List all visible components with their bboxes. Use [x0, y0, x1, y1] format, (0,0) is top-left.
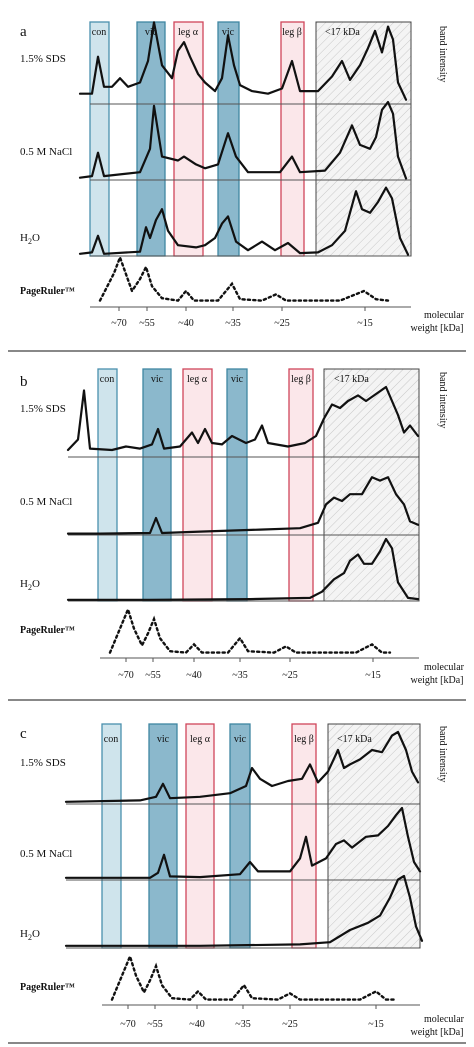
band-region-leg-beta	[288, 368, 314, 602]
band-label-leg-alpha: leg α	[187, 374, 208, 385]
band-region-vic	[142, 368, 172, 602]
band-region-small	[323, 368, 420, 602]
x-axis-label: molecular weight [kDa]	[410, 310, 464, 334]
trace-pageruler	[110, 952, 396, 1001]
y-axis-label: band intensity	[437, 372, 448, 428]
x-axis-label: molecular weight [kDa]	[410, 1014, 464, 1038]
band-label-small: <17 kDa	[334, 374, 369, 385]
series-label-nacl: 0.5 M NaCl	[20, 496, 72, 508]
x-tick-label: ~15	[357, 318, 372, 329]
x-axis-label: molecular weight [kDa]	[410, 662, 464, 686]
band-label-vic: vic	[234, 734, 247, 745]
band-region-leg-beta	[280, 21, 305, 257]
panel-c: c con vic leg α vic leg β <17 kDa 1.5% S…	[20, 723, 465, 1038]
x-tick-label: ~35	[235, 1019, 250, 1030]
x-tick-label: ~70	[111, 318, 126, 329]
panel-a: a con vic leg α vic leg β <17 kDa 1.5% S…	[20, 21, 465, 334]
x-tick-label: ~55	[139, 318, 154, 329]
x-tick-label: ~25	[282, 1019, 297, 1030]
x-tick-label: ~40	[186, 670, 201, 681]
series-label-sds: 1.5% SDS	[20, 403, 66, 415]
trace-nacl	[66, 476, 420, 535]
x-tick-label: ~35	[232, 670, 247, 681]
trace-h2o	[64, 874, 424, 947]
series-label-nacl: 0.5 M NaCl	[20, 848, 72, 860]
series-label-sds: 1.5% SDS	[20, 53, 66, 65]
band-label-leg-beta: leg β	[291, 374, 311, 385]
band-label-small: <17 kDa	[325, 27, 360, 38]
band-region-leg-alpha	[173, 21, 204, 257]
band-region-con	[89, 21, 110, 257]
trace-sds	[78, 21, 408, 101]
band-region-con	[97, 368, 118, 602]
x-tick-label: ~40	[178, 318, 193, 329]
band-region-leg-alpha	[182, 368, 213, 602]
x-tick-label: ~70	[118, 670, 133, 681]
trace-pageruler	[108, 605, 392, 654]
panel-letter: a	[20, 24, 27, 40]
band-label-con: con	[92, 27, 106, 38]
x-tick-label: ~70	[120, 1019, 135, 1030]
band-label-leg-alpha: leg α	[190, 734, 211, 745]
x-tick-label: ~15	[368, 1019, 383, 1030]
series-label-pageruler: PageRuler™	[20, 982, 75, 993]
series-label-h2o: H2O	[20, 578, 40, 592]
panel-letter: b	[20, 374, 28, 390]
band-region-leg-alpha	[185, 723, 215, 949]
band-region-con	[101, 723, 122, 949]
band-region-vic	[226, 368, 248, 602]
series-label-nacl: 0.5 M NaCl	[20, 146, 72, 158]
band-region-vic	[148, 723, 178, 949]
x-tick-label: ~15	[365, 670, 380, 681]
band-label-vic: vic	[222, 27, 235, 38]
band-label-vic: vic	[157, 734, 170, 745]
x-ticks: ~70 ~55 ~40 ~35 ~25 ~15	[120, 1005, 384, 1030]
y-axis-label: band intensity	[437, 26, 448, 82]
trace-pageruler	[98, 253, 390, 302]
series-label-h2o: H2O	[20, 928, 40, 942]
x-tick-label: ~25	[282, 670, 297, 681]
band-label-small: <17 kDa	[337, 734, 372, 745]
band-label-con: con	[104, 734, 118, 745]
series-label-pageruler: PageRuler™	[20, 286, 75, 297]
series-label-sds: 1.5% SDS	[20, 757, 66, 769]
trace-sds	[66, 385, 420, 452]
x-tick-label: ~40	[189, 1019, 204, 1030]
trace-h2o	[78, 186, 410, 256]
band-label-con: con	[100, 374, 114, 385]
x-ticks: ~70 ~55 ~40 ~35 ~25 ~15	[118, 658, 381, 681]
band-label-leg-beta: leg β	[282, 27, 302, 38]
trace-sds	[64, 730, 420, 803]
x-tick-label: ~55	[147, 1019, 162, 1030]
x-tick-label: ~35	[225, 318, 240, 329]
band-region-vic	[229, 723, 251, 949]
panel-letter: c	[20, 726, 27, 742]
band-label-leg-beta: leg β	[294, 734, 314, 745]
band-label-vic: vic	[151, 374, 164, 385]
x-tick-label: ~25	[274, 318, 289, 329]
series-label-pageruler: PageRuler™	[20, 625, 75, 636]
series-label-h2o: H2O	[20, 232, 40, 246]
x-tick-label: ~55	[145, 670, 160, 681]
panel-b: b con vic leg α vic leg β <17 kDa 1.5% S…	[20, 368, 465, 686]
y-axis-label: band intensity	[437, 726, 448, 782]
band-region-leg-beta	[291, 723, 317, 949]
band-label-leg-alpha: leg α	[178, 27, 199, 38]
trace-nacl	[64, 806, 422, 879]
trace-nacl	[78, 100, 408, 180]
band-label-vic: vic	[231, 374, 244, 385]
x-ticks: ~70 ~55 ~40 ~35 ~25 ~15	[111, 307, 373, 329]
trace-h2o	[66, 537, 420, 601]
band-label-vic: vic	[145, 27, 158, 38]
